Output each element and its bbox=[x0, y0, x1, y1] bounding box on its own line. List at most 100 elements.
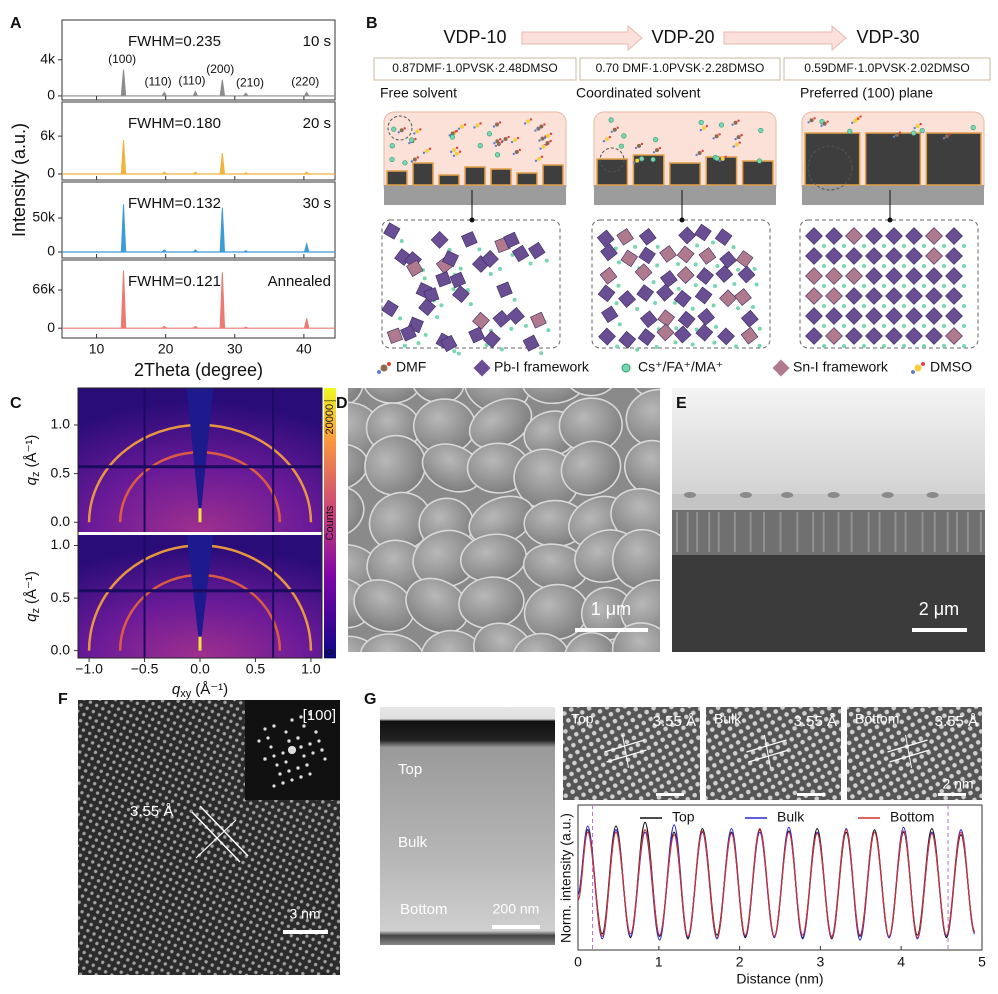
cation bbox=[862, 344, 866, 348]
peak bbox=[304, 91, 310, 97]
fft-spot bbox=[302, 724, 306, 728]
cation bbox=[736, 267, 741, 272]
octahedron bbox=[678, 226, 697, 245]
peak bbox=[243, 92, 249, 97]
cation bbox=[710, 240, 715, 245]
cation bbox=[736, 306, 741, 311]
octahedron bbox=[694, 286, 713, 305]
octahedron bbox=[481, 250, 499, 268]
grain bbox=[625, 388, 660, 449]
peak-label: (200) bbox=[206, 62, 234, 76]
molecule bbox=[494, 122, 499, 127]
cation bbox=[970, 124, 976, 131]
atom bbox=[512, 152, 516, 156]
q-unit: (Å⁻¹) bbox=[195, 681, 228, 698]
cation bbox=[458, 266, 463, 271]
y-tick-label: 0 bbox=[47, 319, 55, 335]
peak bbox=[219, 272, 226, 329]
atom bbox=[397, 131, 400, 134]
octahedron bbox=[440, 334, 458, 353]
crystal bbox=[386, 170, 408, 186]
atom bbox=[856, 117, 860, 121]
octahedron bbox=[639, 310, 658, 329]
octahedron bbox=[805, 287, 823, 305]
x-axis-title: 2Theta (degree) bbox=[134, 360, 263, 380]
cation bbox=[711, 303, 716, 308]
crystal bbox=[705, 156, 738, 186]
y-tick-label: 0.5 bbox=[51, 464, 71, 480]
atom bbox=[523, 122, 527, 125]
octahedron bbox=[634, 263, 653, 282]
atom bbox=[724, 155, 727, 159]
missing-wedge bbox=[186, 388, 214, 523]
octahedron bbox=[620, 249, 638, 268]
atom bbox=[510, 140, 514, 144]
column-edge bbox=[921, 512, 924, 552]
legend-icon bbox=[380, 364, 388, 372]
peak bbox=[192, 249, 198, 253]
profile-line bbox=[577, 827, 976, 939]
atom bbox=[479, 122, 482, 125]
cation bbox=[713, 283, 718, 288]
molecule bbox=[637, 143, 642, 148]
atom bbox=[457, 127, 461, 130]
hrtem-tile bbox=[847, 707, 982, 800]
molecule bbox=[697, 150, 702, 155]
molecule bbox=[539, 124, 544, 129]
substrate bbox=[384, 185, 566, 205]
molecule bbox=[734, 142, 739, 147]
octahedron bbox=[925, 287, 943, 305]
cation bbox=[497, 266, 502, 271]
cation bbox=[468, 302, 473, 307]
x-tick-label: 10 bbox=[89, 341, 105, 357]
cation bbox=[616, 260, 621, 265]
peak bbox=[303, 241, 310, 253]
octahedron bbox=[423, 287, 440, 304]
cation bbox=[882, 324, 886, 328]
cation bbox=[822, 304, 826, 308]
peak bbox=[304, 171, 310, 175]
y-axis-title: qz (Å⁻¹) bbox=[23, 571, 42, 622]
column-edge bbox=[966, 512, 969, 552]
octahedron bbox=[845, 327, 863, 345]
cation bbox=[882, 244, 886, 248]
atom bbox=[740, 133, 743, 137]
cation bbox=[902, 264, 906, 268]
cation bbox=[822, 344, 826, 348]
cation bbox=[752, 266, 757, 271]
atom bbox=[549, 139, 552, 143]
atom bbox=[826, 120, 829, 123]
peak bbox=[243, 326, 249, 329]
molecule bbox=[894, 132, 899, 137]
peak bbox=[120, 69, 127, 96]
molecule bbox=[545, 133, 550, 138]
cation bbox=[698, 119, 704, 126]
x-tick-label: 3 bbox=[817, 954, 825, 970]
cation bbox=[756, 158, 763, 164]
molecule bbox=[604, 137, 609, 142]
cation bbox=[754, 282, 759, 287]
atom bbox=[539, 147, 542, 150]
surface-particle bbox=[926, 492, 939, 498]
ratio-label: 0.70 DMF·1.0PVSK·2.28DMSO bbox=[596, 61, 765, 75]
atom bbox=[537, 127, 540, 130]
scale-bar-label: 3 nm bbox=[289, 906, 320, 922]
octahedron bbox=[845, 307, 863, 325]
tile-label: Bulk bbox=[714, 711, 742, 727]
octahedron bbox=[596, 229, 615, 248]
atom bbox=[414, 137, 417, 141]
cation bbox=[922, 284, 926, 288]
octahedron bbox=[616, 228, 634, 246]
subplot-frame bbox=[61, 181, 336, 259]
q-subscript: z bbox=[30, 472, 42, 478]
octahedron bbox=[945, 327, 963, 345]
cation bbox=[902, 304, 906, 308]
surface-particle bbox=[684, 492, 696, 498]
column-edge bbox=[894, 512, 897, 552]
legend-label: Pb-I framework bbox=[494, 359, 590, 375]
cation bbox=[962, 324, 966, 328]
giwaxs-image bbox=[78, 535, 322, 658]
cation bbox=[842, 304, 846, 308]
cation bbox=[402, 343, 407, 348]
column-edge bbox=[796, 512, 799, 552]
